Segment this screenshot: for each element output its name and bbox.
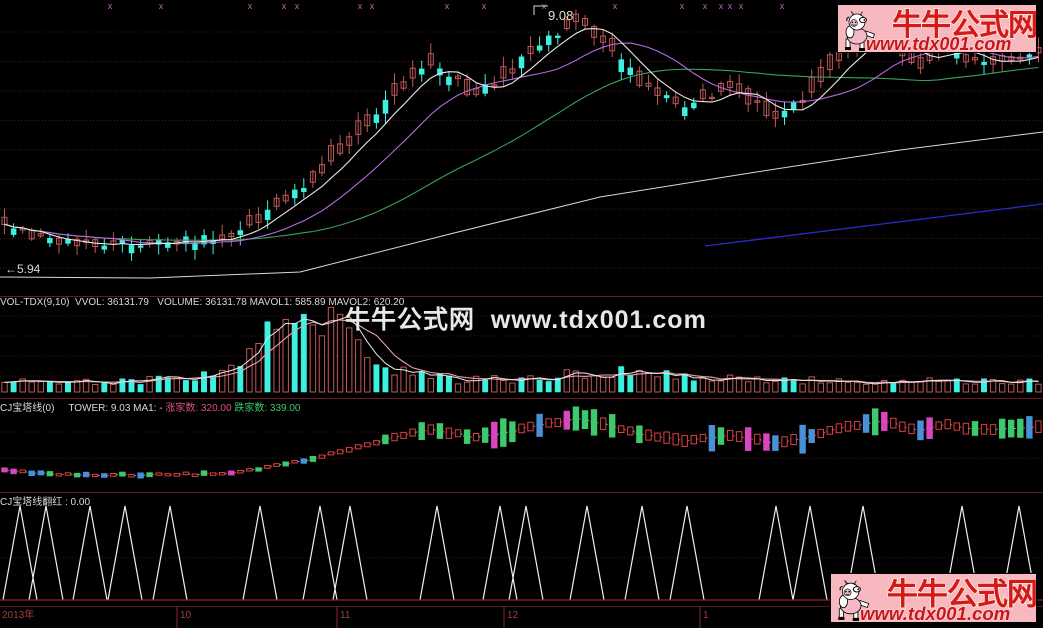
svg-text:10: 10 bbox=[180, 610, 192, 621]
svg-text:x: x bbox=[282, 1, 287, 11]
svg-text:x: x bbox=[482, 1, 487, 11]
svg-text:1: 1 bbox=[703, 610, 709, 621]
svg-text:x: x bbox=[680, 1, 685, 11]
svg-text:x: x bbox=[358, 1, 363, 11]
svg-text:x: x bbox=[159, 1, 164, 11]
svg-text:x: x bbox=[719, 1, 724, 11]
svg-text:www.tdx001.com: www.tdx001.com bbox=[860, 603, 1010, 623]
svg-text:x: x bbox=[613, 1, 618, 11]
svg-text:x: x bbox=[703, 1, 708, 11]
svg-text:x: x bbox=[295, 1, 300, 11]
svg-text:x: x bbox=[728, 1, 733, 11]
svg-text:x: x bbox=[739, 1, 744, 11]
svg-text:12: 12 bbox=[507, 610, 519, 621]
svg-text:11: 11 bbox=[340, 610, 351, 621]
svg-text:x: x bbox=[445, 1, 450, 11]
svg-text:2013年: 2013年 bbox=[2, 608, 34, 621]
svg-text:x: x bbox=[370, 1, 375, 11]
svg-text:x: x bbox=[108, 1, 113, 11]
svg-text:x: x bbox=[780, 1, 785, 11]
svg-text:www.tdx001.com: www.tdx001.com bbox=[866, 34, 1011, 53]
svg-text:←5.94: ←5.94 bbox=[5, 262, 41, 276]
svg-text:x: x bbox=[248, 1, 253, 11]
svg-text:9.08: 9.08 bbox=[548, 8, 573, 23]
